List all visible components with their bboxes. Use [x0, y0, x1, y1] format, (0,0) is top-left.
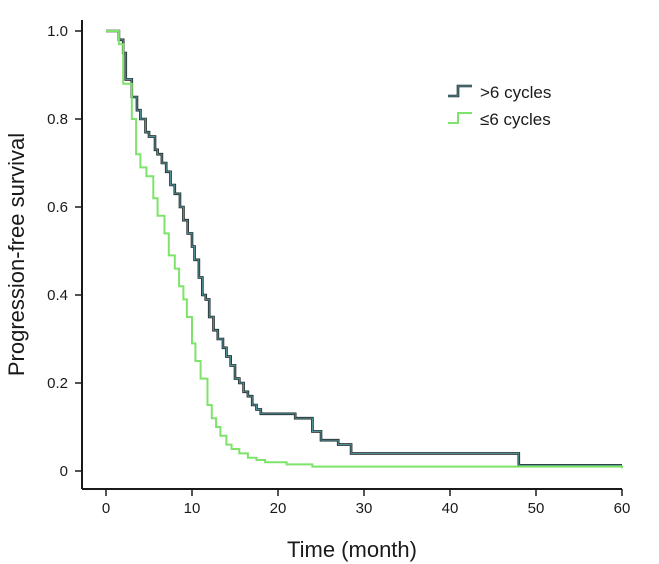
x-tick-label: 40 — [442, 500, 459, 517]
x-tick-label: 0 — [102, 500, 110, 517]
x-tick-label: 30 — [356, 500, 373, 517]
x-axis: 0 10 20 30 40 50 60 — [82, 488, 631, 517]
legend-symbol — [448, 85, 472, 97]
y-tick-label: 0.2 — [47, 375, 68, 392]
legend: >6 cycles ≤6 cycles — [448, 83, 551, 129]
legend-symbol — [448, 112, 472, 124]
x-tick-label: 10 — [184, 500, 201, 517]
y-tick-label: 0.8 — [47, 111, 68, 128]
y-tick-label: 0.4 — [47, 287, 68, 304]
x-tick-label: 60 — [614, 500, 631, 517]
y-axis-title: Progression-free survival — [4, 133, 29, 376]
y-tick-label: 1.0 — [47, 23, 68, 40]
plot-area — [106, 29, 623, 469]
x-axis-title: Time (month) — [287, 537, 417, 562]
legend-label: >6 cycles — [480, 83, 551, 102]
legend-symbol-outline — [448, 84, 472, 98]
y-tick-label: 0.6 — [47, 199, 68, 216]
x-tick-label: 20 — [270, 500, 287, 517]
y-tick-label: 0 — [60, 463, 68, 480]
y-axis: 0 0.2 0.4 0.6 0.8 1.0 — [47, 20, 83, 489]
series-line — [106, 30, 622, 466]
series-line — [106, 30, 623, 469]
x-tick-label: 50 — [528, 500, 545, 517]
legend-label: ≤6 cycles — [480, 110, 551, 129]
